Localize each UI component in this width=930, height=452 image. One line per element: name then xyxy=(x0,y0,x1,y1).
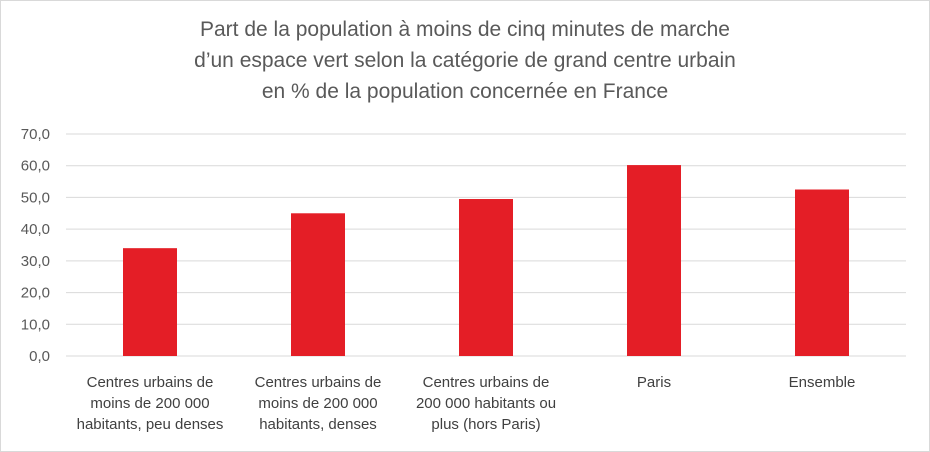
x-category-label: 200 000 habitants ou xyxy=(416,395,556,412)
bars xyxy=(123,165,849,356)
x-category-label: Paris xyxy=(637,374,671,391)
y-tick-label: 60,0 xyxy=(21,158,50,175)
x-category-label: moins de 200 000 xyxy=(258,395,377,412)
bar xyxy=(123,248,177,356)
bar xyxy=(459,199,513,356)
y-tick-label: 70,0 xyxy=(21,126,50,143)
x-category-label: Centres urbains de xyxy=(255,374,382,391)
x-category-label: plus (hors Paris) xyxy=(431,416,540,433)
y-tick-label: 40,0 xyxy=(21,221,50,238)
x-category-label: Ensemble xyxy=(789,374,856,391)
y-tick-label: 0,0 xyxy=(29,348,50,365)
chart-title-line-2: d’un espace vert selon la catégorie de g… xyxy=(194,49,736,72)
x-category-label: habitants, denses xyxy=(259,416,377,433)
bar xyxy=(795,189,849,356)
chart-title-line-3: en % de la population concernée en Franc… xyxy=(261,80,669,103)
y-tick-label: 50,0 xyxy=(21,189,50,206)
x-category-label: Centres urbains de xyxy=(87,374,214,391)
bar xyxy=(627,165,681,356)
x-category-label: habitants, peu denses xyxy=(77,416,224,433)
y-tick-label: 10,0 xyxy=(21,316,50,333)
chart-title: Part de la population à moins de cinq mi… xyxy=(0,14,930,107)
chart-title-line-1: Part de la population à moins de cinq mi… xyxy=(200,18,730,41)
bar xyxy=(291,213,345,356)
x-category-label: Centres urbains de xyxy=(423,374,550,391)
y-axis-ticks: 0,0 10,0 20,0 30,0 40,0 50,0 60,0 70,0 xyxy=(21,126,50,365)
y-tick-label: 30,0 xyxy=(21,253,50,270)
y-tick-label: 20,0 xyxy=(21,285,50,302)
x-axis-labels: Centres urbains de moins de 200 000 habita… xyxy=(77,374,856,433)
x-category-label: moins de 200 000 xyxy=(90,395,209,412)
